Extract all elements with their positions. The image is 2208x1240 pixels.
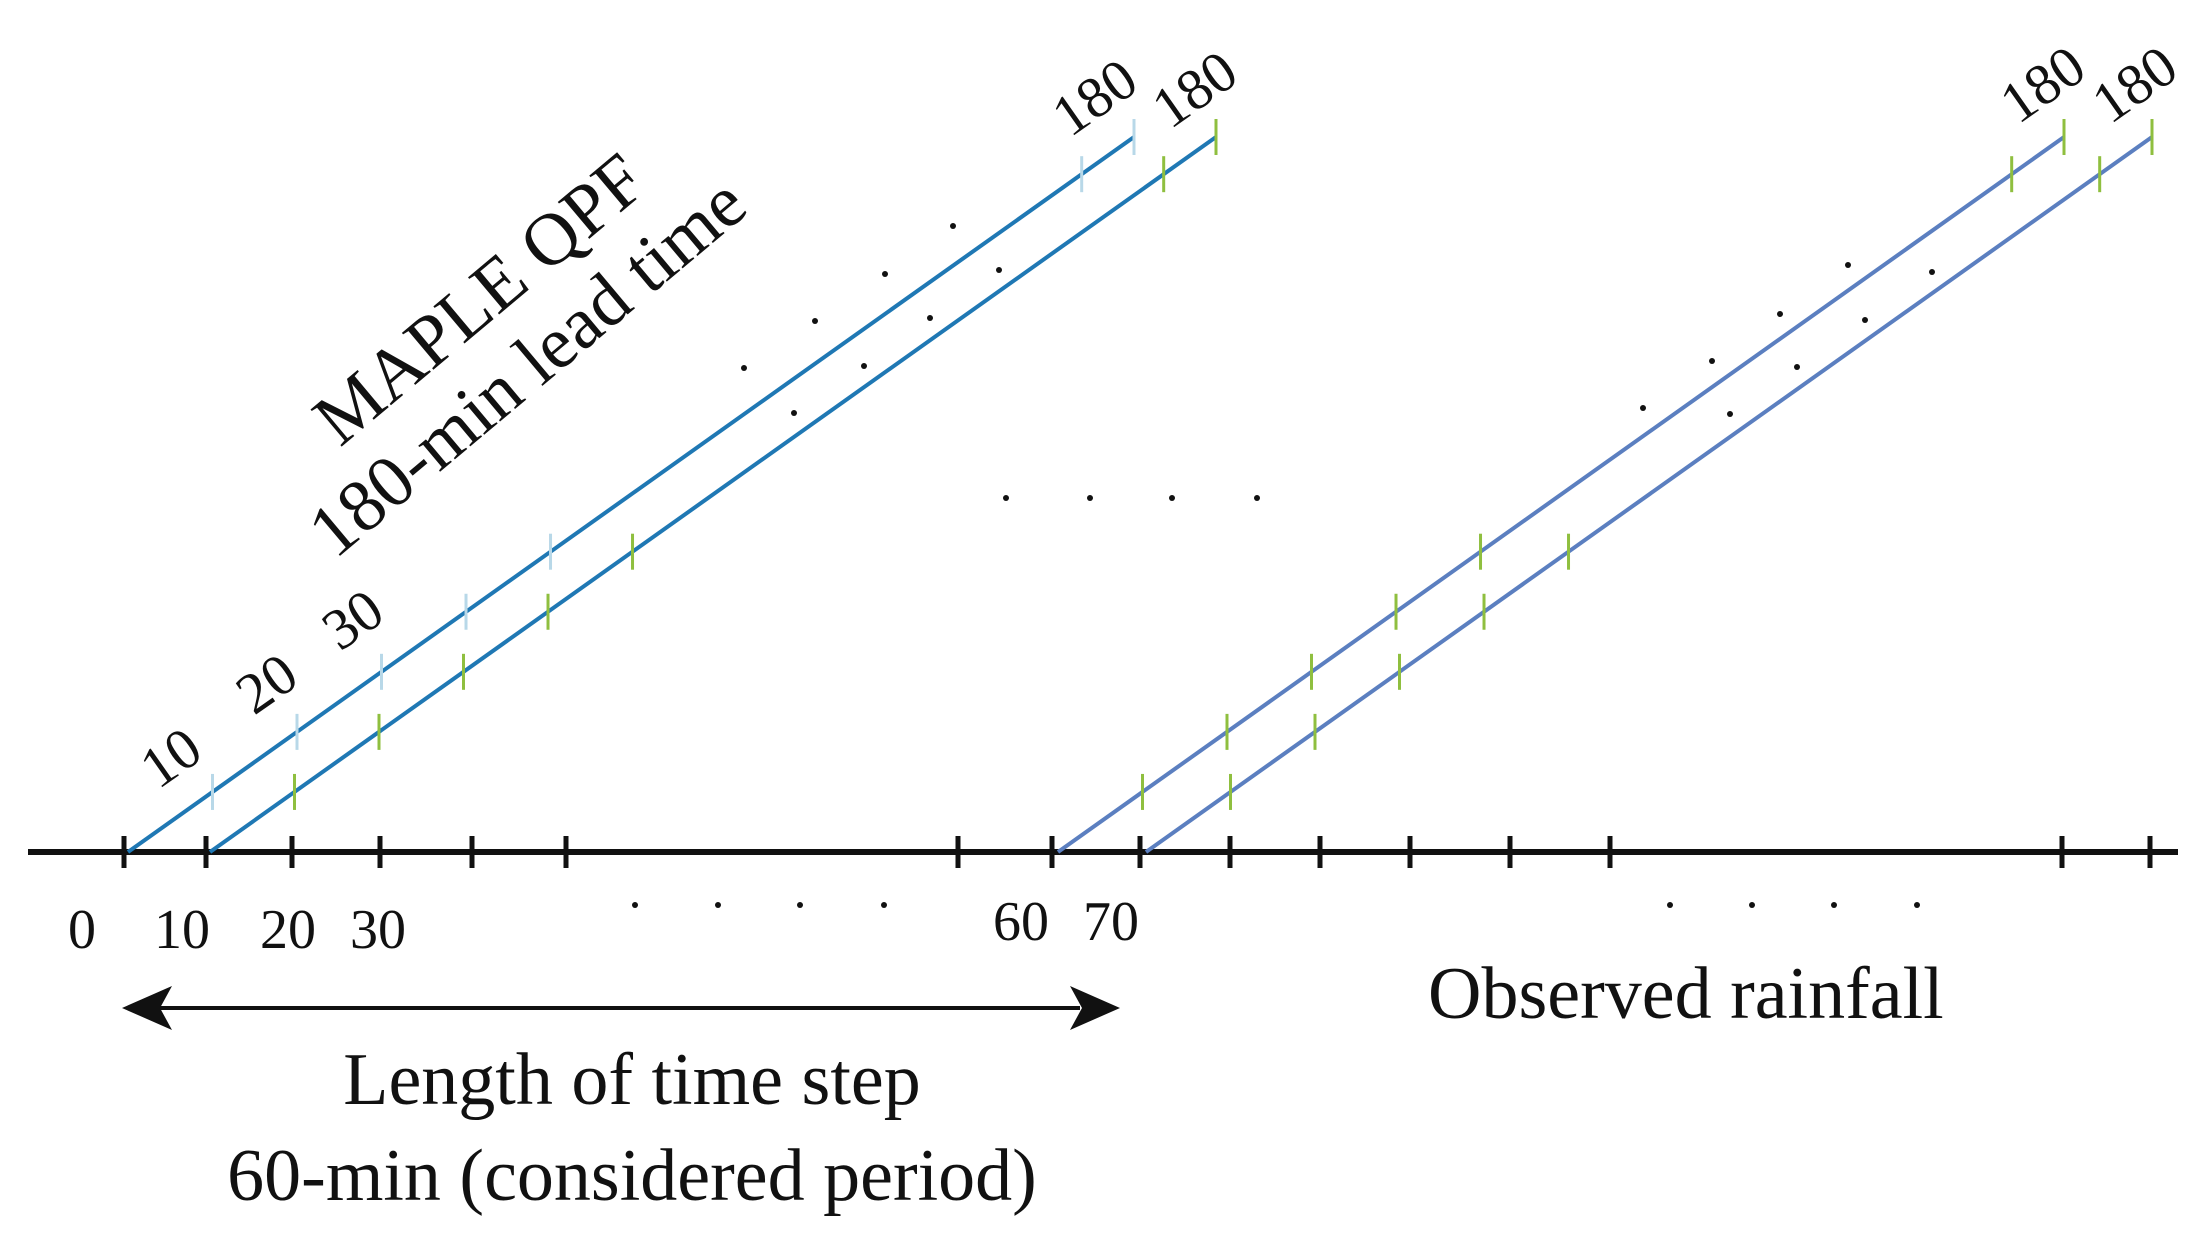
lead-label-10: 10 [128, 714, 213, 801]
lead-label-180-d: 180 [2080, 33, 2189, 136]
middle-ellipsis [1003, 495, 1260, 501]
lead-label-30: 30 [310, 576, 395, 663]
axis-label-30: 30 [350, 899, 406, 961]
axis-ellipsis-left [632, 902, 887, 908]
forecast-line-dots [741, 223, 1935, 417]
time-step-arrow [122, 986, 1120, 1030]
lead-label-20: 20 [224, 640, 309, 727]
forecast-line-3 [1144, 135, 2154, 854]
axis-label-70: 70 [1083, 891, 1139, 953]
lead-label-180-a: 180 [1040, 46, 1149, 149]
axis-ellipsis-right [1667, 902, 1920, 908]
lead-label-180-b: 180 [1140, 38, 1249, 141]
time-axis-ticks [121, 836, 2153, 868]
observed-rainfall-label: Observed rainfall [1428, 953, 1944, 1035]
forecast-line-2 [1056, 135, 2066, 854]
axis-label-60: 60 [993, 891, 1049, 953]
time-step-caption-line2: 60-min (considered period) [227, 1135, 1037, 1217]
forecast-lines [126, 119, 2154, 854]
time-step-caption-line1: Length of time step [343, 1039, 920, 1121]
axis-label-20: 20 [260, 899, 316, 961]
axis-label-10: 10 [154, 899, 210, 961]
axis-label-0: 0 [68, 899, 96, 961]
